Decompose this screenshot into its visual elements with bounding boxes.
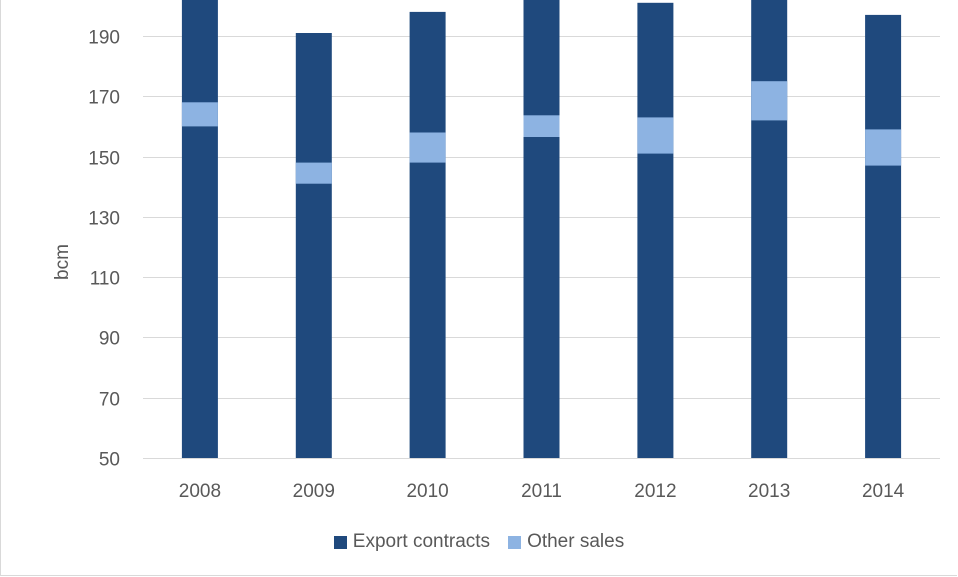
bar-export-contracts-2008 bbox=[181, 0, 218, 458]
x-tick-label: 2010 bbox=[406, 481, 448, 502]
x-tick-label: 2011 bbox=[521, 481, 562, 502]
x-tick-label: 2014 bbox=[862, 481, 905, 502]
x-tick-label: 2013 bbox=[748, 481, 790, 502]
bar-export-contracts-2009 bbox=[295, 33, 332, 458]
y-tick-label: 50 bbox=[99, 450, 120, 471]
bar-other-sales-2009 bbox=[295, 162, 332, 184]
legend-item-other-sales: Other sales bbox=[508, 531, 624, 553]
x-tick-label: 2008 bbox=[179, 481, 221, 502]
y-tick-label: 170 bbox=[88, 88, 120, 109]
bar-other-sales-2014 bbox=[865, 129, 902, 166]
bar-export-contracts-2013 bbox=[751, 0, 788, 458]
y-tick-label: 150 bbox=[88, 149, 120, 170]
y-tick-label: 190 bbox=[88, 28, 120, 49]
bar-export-contracts-2012 bbox=[637, 2, 674, 459]
bar-export-contracts-2010 bbox=[409, 11, 446, 459]
bar-export-contracts-2011 bbox=[523, 0, 560, 459]
bar-other-sales-2008 bbox=[181, 102, 218, 127]
bars bbox=[181, 0, 902, 459]
y-tick-label: 110 bbox=[90, 269, 120, 290]
legend-label-other-sales: Other sales bbox=[527, 531, 625, 552]
y-tick-label: 90 bbox=[99, 329, 120, 350]
legend-swatch-export-contracts bbox=[333, 535, 347, 549]
bar-export-contracts-2014 bbox=[865, 14, 902, 459]
legend-item-export-contracts: Export contracts bbox=[333, 531, 491, 553]
bar-other-sales-2012 bbox=[637, 117, 674, 154]
x-tick-label: 2012 bbox=[634, 481, 676, 502]
bar-other-sales-2010 bbox=[409, 132, 446, 163]
x-axis-ticks: 2008 2009 2010 2011 2012 2013 2014 bbox=[179, 481, 905, 502]
y-axis-ticks: 50 70 90 110 130 150 170 190 bbox=[88, 28, 120, 471]
y-tick-label: 70 bbox=[99, 390, 120, 411]
x-tick-label: 2009 bbox=[293, 481, 335, 502]
legend: Export contracts Other sales bbox=[0, 531, 958, 553]
bar-other-sales-2011 bbox=[523, 115, 560, 137]
y-tick-label: 130 bbox=[88, 209, 120, 230]
y-axis-title: bcm bbox=[52, 244, 73, 280]
legend-swatch-other-sales bbox=[508, 535, 522, 549]
legend-label-export-contracts: Export contracts bbox=[352, 531, 491, 552]
bar-other-sales-2013 bbox=[751, 81, 788, 121]
